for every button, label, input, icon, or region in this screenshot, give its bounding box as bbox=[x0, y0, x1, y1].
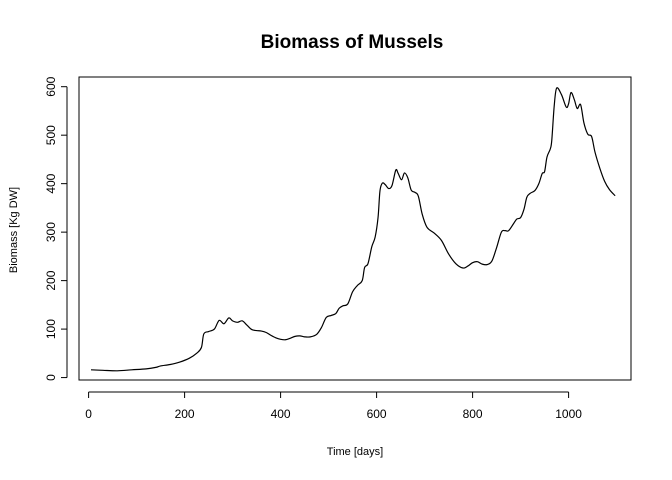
x-tick-label: 800 bbox=[463, 407, 483, 421]
series-line-0 bbox=[90, 87, 616, 372]
x-axis: 0 200 400 600 800 1000 bbox=[85, 391, 582, 421]
x-tick-label: 400 bbox=[271, 407, 291, 421]
x-tick-label: 1000 bbox=[555, 407, 582, 421]
y-tick-label: 500 bbox=[44, 125, 58, 145]
y-tick-label: 0 bbox=[44, 374, 58, 381]
y-axis: 0 100 200 300 400 500 600 bbox=[44, 76, 68, 381]
y-tick-label: 600 bbox=[44, 76, 58, 96]
y-tick-label: 300 bbox=[44, 222, 58, 242]
chart-title: Biomass of Mussels bbox=[261, 32, 444, 53]
x-axis-label: Time [days] bbox=[327, 446, 383, 458]
x-tick-label: 200 bbox=[175, 407, 195, 421]
y-axis-label: Biomass [Kg DW] bbox=[8, 187, 20, 273]
y-tick-label: 200 bbox=[44, 270, 58, 290]
series-layer bbox=[90, 87, 616, 372]
x-tick-label: 600 bbox=[367, 407, 387, 421]
y-tick-label: 100 bbox=[44, 319, 58, 339]
plot-box bbox=[78, 76, 632, 381]
y-tick-label: 400 bbox=[44, 173, 58, 193]
x-tick-label: 0 bbox=[85, 407, 92, 421]
